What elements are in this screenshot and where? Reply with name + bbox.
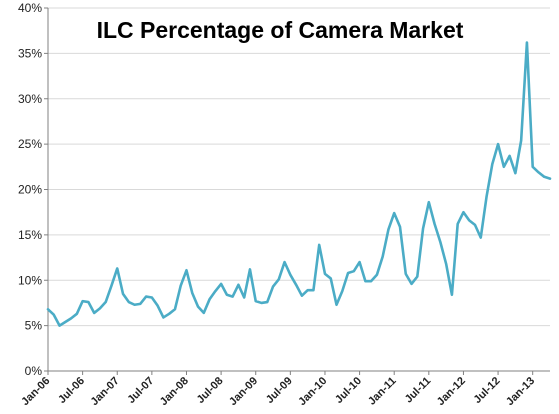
y-tick-label: 10% bbox=[18, 273, 42, 287]
y-tick-label: 30% bbox=[18, 92, 42, 106]
y-tick-label: 25% bbox=[18, 137, 42, 151]
y-tick-label: 35% bbox=[18, 46, 42, 60]
gridlines bbox=[48, 7, 550, 327]
y-tick-label: 15% bbox=[18, 228, 42, 242]
series-layer bbox=[46, 41, 552, 327]
chart-title: ILC Percentage of Camera Market bbox=[97, 17, 464, 43]
y-tick-label: 40% bbox=[18, 1, 42, 15]
y-tick-label: 20% bbox=[18, 183, 42, 197]
y-tick-label: 0% bbox=[25, 364, 43, 378]
y-tick-label: 5% bbox=[25, 319, 43, 333]
series-line bbox=[46, 41, 552, 327]
